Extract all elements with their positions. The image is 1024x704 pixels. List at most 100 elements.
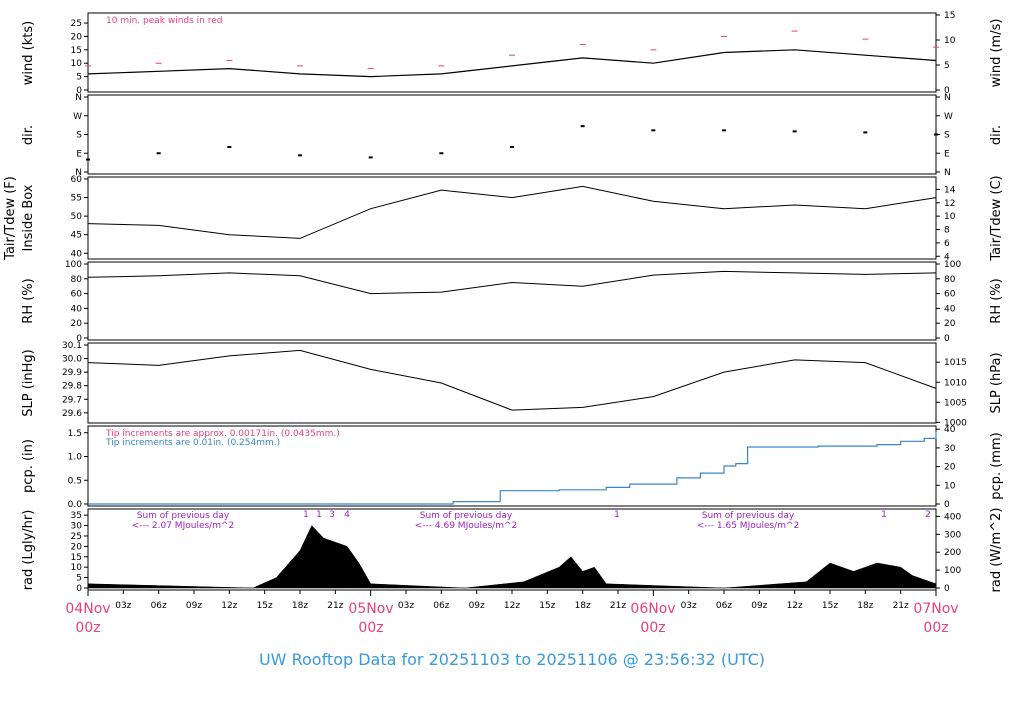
wind-left-tick-label: 5 — [76, 73, 82, 83]
time-minor-label: 09z — [186, 601, 202, 611]
rh-left-tick-label: 40 — [71, 304, 83, 314]
rad-ylabel-left: rad (Lgly/hr) — [21, 510, 36, 591]
time-minor-label: 06z — [716, 601, 732, 611]
day-label: 06Nov — [630, 601, 675, 617]
rad-left-tick-label: 10 — [71, 563, 83, 573]
wind-left-tick-label: 0 — [76, 86, 82, 96]
slp-line — [87, 349, 937, 411]
rad-sum-day3-line1: Sum of previous day — [702, 511, 795, 521]
wind-right-tick-label: 15 — [944, 11, 955, 21]
temp-right-tick-label: 12 — [944, 199, 955, 209]
wind-left-tick-label: 20 — [71, 32, 83, 42]
rh-right-tick-label: 40 — [944, 304, 956, 314]
pcp-left-tick-label: 1.0 — [68, 453, 83, 463]
temp-left-tick-label: 55 — [71, 194, 82, 204]
time-minor-label: 12z — [221, 601, 237, 611]
page-title: UW Rooftop Data for 20251103 to 20251106… — [259, 650, 765, 669]
rh-right-tick-label: 60 — [944, 290, 956, 300]
wind-right-tick-label: 5 — [944, 61, 950, 71]
day-hour-label: 00z — [923, 620, 948, 636]
time-minor-label: 12z — [787, 601, 803, 611]
slp-left-tick-label: 29.8 — [62, 382, 82, 392]
rh-panel-frame — [87, 261, 937, 341]
rad-marker: 1 — [316, 510, 322, 520]
slp-left-tick-label: 30.1 — [62, 341, 82, 351]
slp-ylabel-left: SLP (inHg) — [21, 349, 36, 417]
rh-right-tick-label: 20 — [944, 319, 956, 329]
rad-marker: 1 — [881, 510, 887, 520]
dir-point — [934, 133, 938, 136]
wind-speed-line — [87, 49, 937, 78]
wind-ylabel-right: wind (m/s) — [989, 19, 1004, 88]
time-minor-label: 18z — [857, 601, 873, 611]
wind-panel-frame — [87, 12, 937, 93]
dir-point — [439, 152, 444, 155]
slp-ylabel-right: SLP (hPa) — [989, 352, 1004, 413]
pcp-left-tick-label: 1.5 — [68, 429, 82, 439]
temp-right-tick-label: 14 — [944, 185, 956, 195]
rad-ylabel-right: rad (W/m^2) — [989, 508, 1004, 593]
slp-right-tick-label: 1005 — [944, 398, 967, 408]
rh-left-tick-label: 60 — [71, 290, 83, 300]
temp-right-tick-label: 10 — [944, 212, 956, 222]
dir-point — [792, 130, 797, 133]
slp-left-tick-label: 29.7 — [62, 395, 82, 405]
pcp-ylabel-right: pcp. (mm) — [989, 432, 1004, 499]
time-minor-label: 21z — [327, 601, 343, 611]
rh-left-tick-label: 20 — [71, 319, 83, 329]
time-minor-label: 15z — [822, 601, 838, 611]
rh-right-tick-label: 0 — [944, 334, 950, 344]
rad-left-tick-label: 0 — [76, 584, 82, 594]
rh-ylabel-left: RH (%) — [21, 278, 36, 323]
pcp-line — [88, 431, 937, 505]
dir-point — [298, 154, 302, 157]
rad-sum-day1-line1: Sum of previous day — [137, 511, 230, 521]
time-minor-label: 21z — [610, 601, 626, 611]
rh-left-tick-label: 80 — [71, 275, 83, 285]
rad-left-tick-label: 15 — [71, 553, 82, 563]
dir-right-tick-label: N — [944, 168, 951, 178]
rad-left-tick-label: 25 — [71, 532, 82, 542]
dir-right-tick-label: W — [944, 112, 953, 122]
temp-left-tick-label: 45 — [71, 231, 82, 241]
dir-point — [580, 125, 585, 128]
time-minor-label: 09z — [751, 601, 767, 611]
rad-right-tick-label: 400 — [944, 512, 961, 522]
rad-area — [87, 525, 937, 589]
dir-point — [863, 131, 868, 134]
pcp-right-tick-label: 30 — [944, 444, 956, 454]
rad-sum-day3-line2: <--- 1.65 MJoules/m^2 — [697, 521, 799, 531]
dir-left-tick-label: N — [75, 93, 82, 103]
pcp-left-tick-label: 0.5 — [68, 476, 82, 486]
rh-right-tick-label: 100 — [944, 260, 961, 270]
wind-peak-annotation: 10 min. peak winds in red — [106, 16, 223, 26]
slp-right-tick-label: 1015 — [944, 358, 967, 368]
rad-marker: 1 — [614, 510, 620, 520]
wind-left-tick-label: 10 — [71, 59, 83, 69]
rad-left-tick-label: 35 — [71, 511, 82, 521]
dir-left-tick-label: N — [75, 168, 82, 178]
rad-left-tick-label: 20 — [71, 542, 83, 552]
temp-ylabel-right: Tair/Tdew (C) — [989, 175, 1004, 261]
rh-left-tick-label: 100 — [65, 260, 82, 270]
dir-right-tick-label: E — [944, 149, 950, 159]
slp-right-tick-label: 1010 — [944, 378, 967, 388]
rh-right-tick-label: 80 — [944, 275, 956, 285]
temp-ylabel-left-line1: Tair/Tdew (F) — [3, 176, 18, 261]
pcp-right-tick-label: 10 — [944, 481, 956, 491]
rad-right-tick-label: 300 — [944, 530, 961, 540]
rad-left-tick-label: 30 — [71, 522, 83, 532]
time-minor-label: 12z — [504, 601, 520, 611]
slp-left-tick-label: 29.9 — [62, 368, 82, 378]
dir-point — [651, 129, 656, 132]
slp-right-tick-label: 1000 — [944, 418, 967, 428]
dir-panel-frame — [87, 94, 937, 175]
temp-ylabel-left-line2: Inside Box — [21, 184, 36, 251]
time-minor-label: 06z — [151, 601, 167, 611]
pcp-ylabel-left: pcp. (in) — [21, 439, 36, 493]
dir-left-tick-label: W — [73, 112, 82, 122]
dir-point — [722, 129, 726, 132]
rh-line — [87, 270, 937, 295]
